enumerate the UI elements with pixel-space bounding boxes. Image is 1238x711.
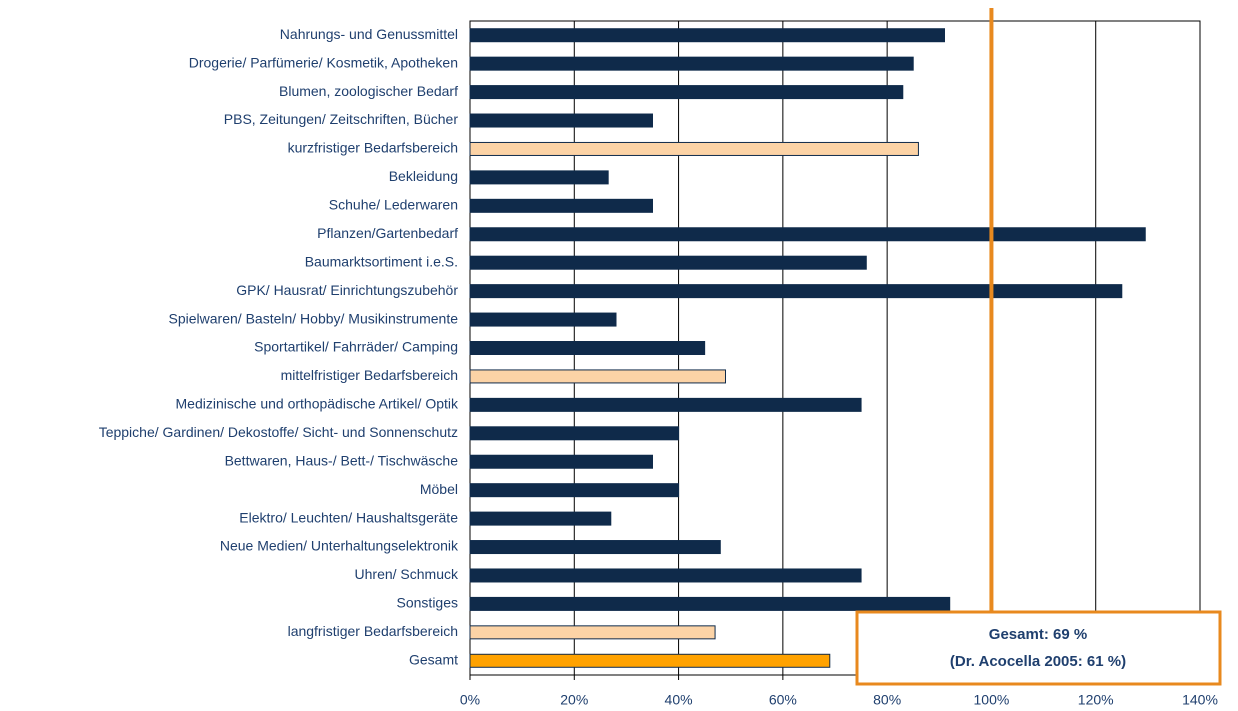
- bar: [469, 454, 653, 469]
- bar: [469, 397, 862, 412]
- bar: [469, 255, 867, 270]
- bar: [469, 85, 904, 100]
- y-tick-label: Baumarktsortiment i.e.S.: [305, 253, 458, 269]
- bar: [469, 653, 831, 668]
- bar: [469, 568, 862, 583]
- y-tick-label: Drogerie/ Parfümerie/ Kosmetik, Apotheke…: [189, 54, 458, 70]
- annotation-box: [855, 610, 1222, 686]
- bar: [469, 284, 1123, 299]
- x-tick-label: 140%: [1182, 692, 1218, 708]
- bar: [469, 511, 612, 526]
- bar: [469, 596, 951, 611]
- y-tick-label: mittelfristiger Bedarfsbereich: [281, 367, 458, 383]
- x-tick-label: 100%: [974, 692, 1010, 708]
- x-tick-label: 0%: [460, 692, 480, 708]
- y-tick-label: langfristiger Bedarfsbereich: [288, 623, 458, 639]
- x-tick-label: 20%: [560, 692, 588, 708]
- y-tick-label: Sonstiges: [397, 595, 458, 611]
- bar: [469, 483, 680, 498]
- bar: [469, 426, 680, 441]
- bar: [469, 540, 721, 555]
- bar: [469, 141, 919, 156]
- bar: [469, 227, 1146, 242]
- y-tick-label: Medizinische und orthopädische Artikel/ …: [176, 396, 459, 412]
- y-tick-label: Sportartikel/ Fahrräder/ Camping: [254, 339, 458, 355]
- bar: [469, 341, 706, 355]
- x-tick-label: 40%: [665, 692, 693, 708]
- bar: [469, 625, 716, 640]
- y-tick-label: kurzfristiger Bedarfsbereich: [288, 140, 458, 156]
- bar: [469, 369, 726, 384]
- y-tick-label: Pflanzen/Gartenbedarf: [317, 225, 458, 241]
- y-tick-label: Nahrungs- und Genussmittel: [280, 26, 458, 42]
- x-tick-label: 80%: [873, 692, 901, 708]
- y-tick-label: Bekleidung: [389, 168, 458, 184]
- y-tick-label: GPK/ Hausrat/ Einrichtungszubehör: [236, 282, 458, 298]
- y-tick-label: Bettwaren, Haus-/ Bett-/ Tischwäsche: [225, 452, 459, 468]
- y-tick-label: Gesamt: [409, 651, 458, 667]
- bar: [469, 312, 617, 327]
- y-tick-label: Spielwaren/ Basteln/ Hobby/ Musikinstrum…: [169, 310, 459, 326]
- y-tick-label: PBS, Zeitungen/ Zeitschriften, Bücher: [224, 111, 459, 127]
- annotation: Gesamt: 69 %: [989, 626, 1087, 643]
- bar: [469, 113, 653, 128]
- x-tick-label: 60%: [769, 692, 797, 708]
- bar: [469, 56, 914, 71]
- y-tick-label: Blumen, zoologischer Bedarf: [279, 83, 458, 99]
- annotation: (Dr. Acocella 2005: 61 %): [950, 653, 1126, 670]
- y-tick-label: Neue Medien/ Unterhaltungselektronik: [220, 538, 459, 554]
- y-tick-label: Elektro/ Leuchten/ Haushaltsgeräte: [239, 509, 458, 525]
- bar: [469, 198, 653, 213]
- y-tick-label: Teppiche/ Gardinen/ Dekostoffe/ Sicht- u…: [99, 424, 458, 440]
- bar: [469, 170, 609, 185]
- bar: [469, 28, 945, 43]
- y-tick-label: Uhren/ Schmuck: [355, 566, 459, 582]
- x-tick-label: 120%: [1078, 692, 1114, 708]
- y-tick-label: Möbel: [420, 481, 458, 497]
- y-tick-label: Schuhe/ Lederwaren: [329, 197, 458, 213]
